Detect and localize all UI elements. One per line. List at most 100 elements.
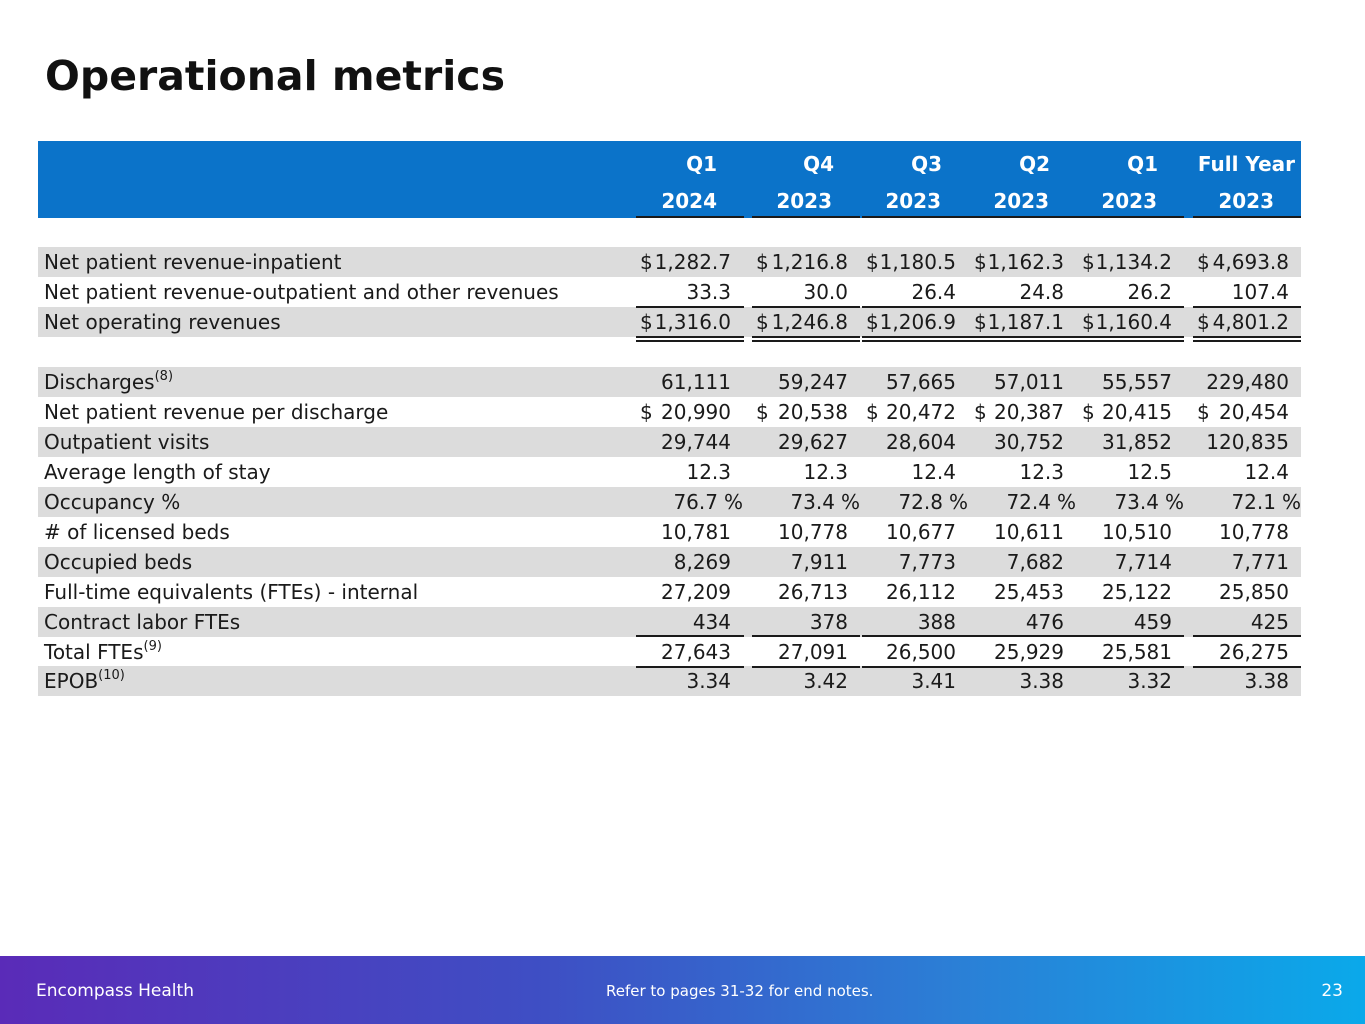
currency-symbol: $ [866,310,879,334]
row-label: Contract labor FTEs [44,610,241,634]
row-label: Net patient revenue-outpatient and other… [44,280,559,304]
table-cell: 25,453 [994,580,1064,604]
currency-symbol: $ [866,400,879,424]
table-cell: $1,134.2 [1082,250,1172,274]
currency-symbol: $ [974,250,987,274]
table-cell: 73.4% [1114,490,1184,514]
table-cell: 12.3 [1019,460,1064,484]
table-cell: $4,801.2 [1197,310,1289,334]
currency-symbol: $ [1197,400,1210,424]
table-cell: 10,510 [1102,520,1172,544]
column-header-period: Q4 [803,152,834,176]
table-cell: $1,162.3 [974,250,1064,274]
table-cell: 7,773 [898,550,956,574]
table-cell: 434 [692,610,731,634]
table-row: EPOB(10) 3.34 3.42 3.41 3.38 3.32 3.38 [38,666,1301,696]
table-cell: $1,206.9 [866,310,956,334]
table-cell: 25,850 [1219,580,1289,604]
table-cell: 26.4 [911,280,956,304]
table-row: Full-time equivalents (FTEs) - internal 2… [38,577,1301,607]
rule-line [970,666,1078,668]
table-cell: 24.8 [1019,280,1064,304]
column-underline [1078,216,1184,218]
rule-line [862,306,970,308]
currency-symbol: $ [640,310,653,334]
row-label: Total FTEs(9) [44,639,162,664]
rule-line [862,666,970,668]
page-title: Operational metrics [45,52,506,100]
row-label: EPOB(10) [44,668,125,693]
table-cell: 73.4% [790,490,860,514]
row-label: Net operating revenues [44,310,281,334]
rule-line [1078,635,1184,637]
table-cell: $20,387 [974,400,1064,424]
table-cell: $1,180.5 [866,250,956,274]
table-cell: 26,112 [886,580,956,604]
table-row: Occupancy % 76.7% 73.4% 72.8% 72.4% 73.4% 72.1… [38,487,1301,517]
table-cell: 33.3 [686,280,731,304]
rule-line [752,635,860,637]
column-header-year: 2023 [1218,189,1274,213]
table-cell: 26.2 [1127,280,1172,304]
table-row: Contract labor FTEs 434 378 388 476 459 425 [38,607,1301,637]
table-cell: 55,557 [1102,370,1172,394]
table-cell: 12.4 [911,460,956,484]
table-cell: $20,472 [866,400,956,424]
rule-line [752,340,860,342]
column-header-period: Q1 [686,152,717,176]
table-cell: 7,911 [790,550,848,574]
table-cell: 26,275 [1219,640,1289,664]
currency-symbol: $ [756,400,769,424]
row-label: Full-time equivalents (FTEs) - internal [44,580,419,604]
column-header-period: Full Year [1197,152,1295,176]
rule-line [1078,340,1184,342]
table-cell: $20,415 [1082,400,1172,424]
footer-note: Refer to pages 31-32 for end notes. [606,982,874,1000]
row-label: Net patient revenue-inpatient [44,250,342,274]
table-cell: 10,677 [886,520,956,544]
currency-symbol: $ [974,310,987,334]
rule-line [1078,666,1184,668]
table-cell: 476 [1025,610,1064,634]
table-row: Net patient revenue per discharge $20,990… [38,397,1301,427]
table-row: Net patient revenue-outpatient and other… [38,277,1301,307]
rule-line [1193,336,1301,338]
table-cell: 107.4 [1231,280,1289,304]
rule-line [1193,306,1301,308]
currency-symbol: $ [1082,400,1095,424]
table-cell: 3.34 [686,669,731,693]
table-cell: 31,852 [1102,430,1172,454]
table-cell: 28,604 [886,430,956,454]
row-label: Outpatient visits [44,430,210,454]
table-cell: $4,693.8 [1197,250,1289,274]
column-header-year: 2023 [1101,189,1157,213]
table-cell: 57,011 [994,370,1064,394]
currency-symbol: $ [1197,310,1210,334]
currency-symbol: $ [1197,250,1210,274]
table-cell: 10,778 [778,520,848,544]
rule-line [970,340,1078,342]
table-cell: 61,111 [661,370,731,394]
table-cell: 26,500 [886,640,956,664]
rule-line [1193,666,1301,668]
table-cell: 12.3 [803,460,848,484]
table-cell: 26,713 [778,580,848,604]
currency-symbol: $ [974,400,987,424]
table-row: Occupied beds 8,269 7,911 7,773 7,682 7,714 7,… [38,547,1301,577]
table-row: Average length of stay 12.3 12.3 12.4 12.3 12… [38,457,1301,487]
table-cell: 10,611 [994,520,1064,544]
row-label: Average length of stay [44,460,271,484]
table-row: Net operating revenues $1,316.0 $1,246.8 $1… [38,307,1301,337]
percent-symbol: % [1281,490,1301,514]
table-cell: 3.41 [911,669,956,693]
rule-line [752,666,860,668]
page-number: 23 [1321,981,1343,1001]
table-header [38,141,1301,218]
table-cell: 3.38 [1019,669,1064,693]
table-cell: 388 [917,610,956,634]
currency-symbol: $ [866,250,879,274]
table-cell: $20,990 [640,400,731,424]
column-underline [862,216,970,218]
rule-line [862,336,970,338]
row-label: Discharges(8) [44,369,174,394]
